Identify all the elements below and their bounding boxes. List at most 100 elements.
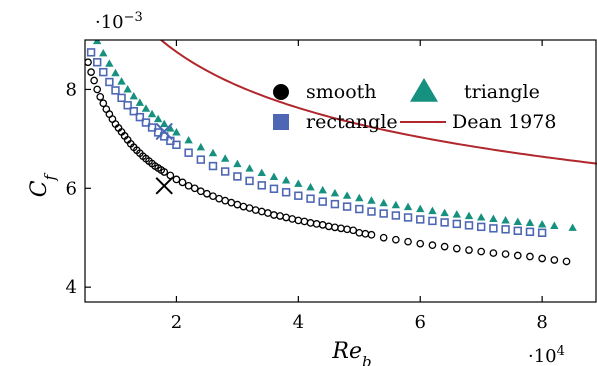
data-point — [282, 213, 290, 222]
data-point — [537, 219, 547, 228]
data-point — [90, 76, 98, 85]
plot-border — [84, 39, 597, 303]
data-point — [501, 216, 510, 224]
data-point — [440, 208, 449, 217]
data-point — [160, 132, 169, 141]
data-point — [160, 119, 169, 128]
data-point — [196, 187, 205, 196]
data-point — [270, 211, 278, 219]
data-point — [99, 99, 108, 108]
data-point — [513, 217, 522, 225]
data-point — [306, 194, 315, 203]
data-point — [166, 171, 175, 180]
legend: smooth triangle rectangle Dean 1978 — [273, 78, 556, 133]
data-point — [93, 85, 102, 94]
legend-entry-triangle: triangle — [410, 78, 540, 103]
axis-ticks: 2 4 6 8 4 6 8 — [66, 40, 548, 333]
data-point — [147, 123, 157, 132]
data-point — [501, 250, 510, 258]
data-point — [105, 77, 114, 87]
data-point — [513, 251, 522, 260]
data-point — [147, 109, 157, 118]
data-point — [245, 204, 254, 212]
x-tick-label: 2 — [171, 312, 182, 333]
cross-marker — [155, 122, 173, 141]
data-point — [294, 179, 303, 187]
x-tick-label: 6 — [415, 312, 426, 333]
data-point — [489, 224, 498, 233]
data-point — [477, 213, 486, 221]
legend-swatch — [273, 84, 289, 100]
data-point — [525, 218, 535, 226]
data-point — [403, 202, 413, 211]
data-point — [190, 184, 199, 193]
data-point — [111, 68, 120, 77]
data-point — [85, 58, 92, 67]
data-point — [129, 106, 138, 116]
data-point — [526, 252, 534, 261]
data-point — [221, 154, 230, 162]
data-point — [349, 226, 358, 235]
legend-label: rectangle — [306, 111, 398, 133]
data-point — [416, 204, 425, 213]
data-point — [208, 161, 218, 171]
data-point — [220, 167, 230, 176]
data-point — [184, 181, 193, 190]
data-point — [245, 164, 254, 172]
legend-label: smooth — [306, 81, 377, 103]
data-point — [288, 215, 297, 223]
data-point — [269, 172, 279, 181]
data-point — [99, 48, 108, 57]
data-point — [355, 228, 364, 237]
x-tick-label: 8 — [536, 312, 547, 333]
data-point — [276, 212, 284, 220]
data-point — [331, 223, 339, 232]
data-point — [416, 215, 425, 224]
data-point — [300, 217, 309, 226]
data-point — [221, 196, 230, 205]
data-point — [550, 221, 559, 229]
data-point — [257, 181, 266, 190]
legend-entry-rectangle: rectangle — [273, 111, 398, 133]
data-point — [172, 175, 181, 184]
data-point — [428, 206, 437, 215]
data-point — [342, 191, 352, 199]
data-point — [123, 101, 132, 110]
data-point — [172, 140, 181, 149]
data-point — [361, 229, 370, 238]
data-point — [513, 226, 522, 236]
data-point — [391, 200, 401, 209]
data-point — [464, 221, 474, 230]
data-point — [153, 114, 163, 123]
data-point — [264, 209, 272, 217]
legend-swatch — [273, 114, 289, 130]
data-point — [330, 199, 340, 209]
data-point — [355, 193, 364, 202]
data-point — [135, 98, 145, 106]
data-point — [318, 197, 327, 206]
data-point — [465, 246, 473, 254]
data-point — [93, 40, 102, 45]
data-point — [111, 86, 120, 95]
data-point — [428, 241, 437, 250]
data-point — [208, 148, 218, 157]
series-smooth — [85, 58, 571, 266]
legend-label: Dean 1978 — [452, 111, 556, 133]
data-point — [452, 219, 462, 229]
data-point — [355, 204, 364, 214]
data-point — [123, 85, 132, 93]
data-point — [239, 202, 248, 211]
data-point — [464, 211, 474, 220]
cross-marker — [155, 177, 173, 195]
data-point — [440, 242, 449, 251]
data-point — [178, 178, 187, 187]
data-point — [233, 200, 242, 209]
data-point — [318, 221, 327, 229]
data-point — [342, 202, 352, 211]
data-point — [129, 91, 138, 100]
plot-area — [85, 40, 597, 266]
data-point — [367, 196, 376, 204]
plot-frame — [84, 39, 597, 303]
x-tick-label: 4 — [293, 312, 304, 333]
